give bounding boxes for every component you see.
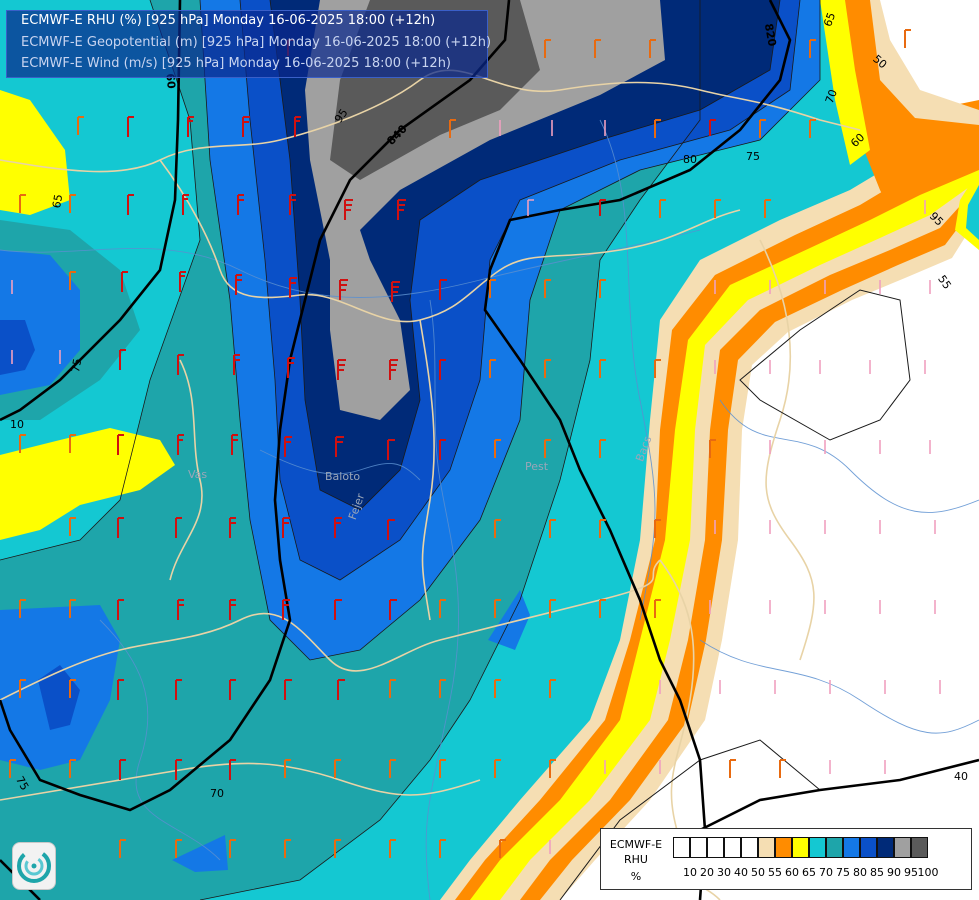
rhu-dry-east bbox=[560, 215, 979, 900]
wind-barbs-weak bbox=[11, 120, 941, 854]
legend-swatch bbox=[894, 837, 911, 858]
legend-swatch bbox=[707, 837, 724, 858]
rhu-legend: ECMWF-E RHU % 10 20 30 40 50 55 60 65 70 75 80 85 90… bbox=[600, 828, 972, 890]
rhu-label-10: 10 bbox=[10, 418, 24, 431]
legend-swatch bbox=[690, 837, 707, 858]
rhu-80-small bbox=[488, 590, 530, 650]
rhu-label-65: 65 bbox=[821, 11, 838, 29]
geopotential-label-820: 820 bbox=[762, 22, 779, 47]
legend-swatch bbox=[826, 837, 843, 858]
legend-tick-label: 70 bbox=[819, 866, 833, 879]
rhu-70-east-pocket bbox=[966, 185, 979, 240]
place-label-vas: Vas bbox=[188, 468, 207, 481]
rhu-label-40: 40 bbox=[954, 770, 968, 783]
rhu-80-south bbox=[172, 835, 228, 872]
legend-variable-label: RHU bbox=[624, 853, 648, 866]
legend-swatch bbox=[809, 837, 826, 858]
legend-tick-label: 85 bbox=[870, 866, 884, 879]
rhu-label-75: 75 bbox=[746, 150, 760, 163]
legend-tick-label: 80 bbox=[853, 866, 867, 879]
place-label-baloto: Baloto bbox=[325, 470, 360, 483]
brand-logo bbox=[12, 842, 56, 890]
title-line-wind: ECMWF-E Wind (m/s) [925 hPa] Monday 16-0… bbox=[21, 56, 452, 71]
legend-model-label: ECMWF-E bbox=[609, 838, 663, 851]
wind-barbs-mid bbox=[9, 29, 911, 858]
legend-tick-label: 10 bbox=[683, 866, 697, 879]
rhu-label-75-west: 75 bbox=[69, 357, 84, 373]
legend-swatch bbox=[843, 837, 860, 858]
legend-swatch bbox=[724, 837, 741, 858]
rhu-label-70-south: 70 bbox=[210, 787, 224, 800]
legend-swatch bbox=[741, 837, 758, 858]
legend-tick-label: 65 bbox=[802, 866, 816, 879]
legend-tick-label: 95 bbox=[904, 866, 918, 879]
legend-tick-label: 75 bbox=[836, 866, 850, 879]
place-label-pest: Pest bbox=[525, 460, 549, 473]
legend-swatch bbox=[877, 837, 894, 858]
legend-swatch bbox=[673, 837, 690, 858]
map-title-box: ECMWF-E RHU (%) [925 hPa] Monday 16-06-2… bbox=[6, 10, 492, 78]
legend-tick-label: 55 bbox=[768, 866, 782, 879]
legend-tick-label: 100 bbox=[917, 866, 939, 879]
legend-tick-label: 30 bbox=[717, 866, 731, 879]
rhu-55-ne bbox=[870, 0, 979, 125]
title-line-geopotential: ECMWF-E Geopotential (m) [925 hPa] Monda… bbox=[21, 35, 492, 50]
wind-barbs-strong bbox=[117, 39, 716, 780]
legend-swatch bbox=[758, 837, 775, 858]
legend-tick-label: 40 bbox=[734, 866, 748, 879]
swirl-icon bbox=[17, 849, 51, 883]
rhu-label-80: 80 bbox=[683, 153, 697, 166]
rhu-65-west bbox=[0, 90, 70, 215]
title-line-rhu: ECMWF-E RHU (%) [925 hPa] Monday 16-06-2… bbox=[21, 13, 436, 28]
legend-tick-label: 20 bbox=[700, 866, 714, 879]
legend-swatch bbox=[860, 837, 877, 858]
rhu-85-left bbox=[0, 320, 35, 375]
legend-tick-label: 90 bbox=[887, 866, 901, 879]
legend-swatch bbox=[792, 837, 809, 858]
legend-tick-label: 50 bbox=[751, 866, 765, 879]
legend-swatch bbox=[911, 837, 928, 858]
rhu-label-65-west: 65 bbox=[50, 193, 65, 209]
legend-unit-label: % bbox=[630, 870, 642, 883]
rhu-label-75-sw: 75 bbox=[13, 774, 31, 793]
rivers bbox=[0, 119, 979, 900]
rhu-65-north bbox=[820, 0, 870, 165]
legend-swatch bbox=[775, 837, 792, 858]
rhu-label-70: 70 bbox=[823, 88, 840, 106]
legend-tick-label: 60 bbox=[785, 866, 799, 879]
